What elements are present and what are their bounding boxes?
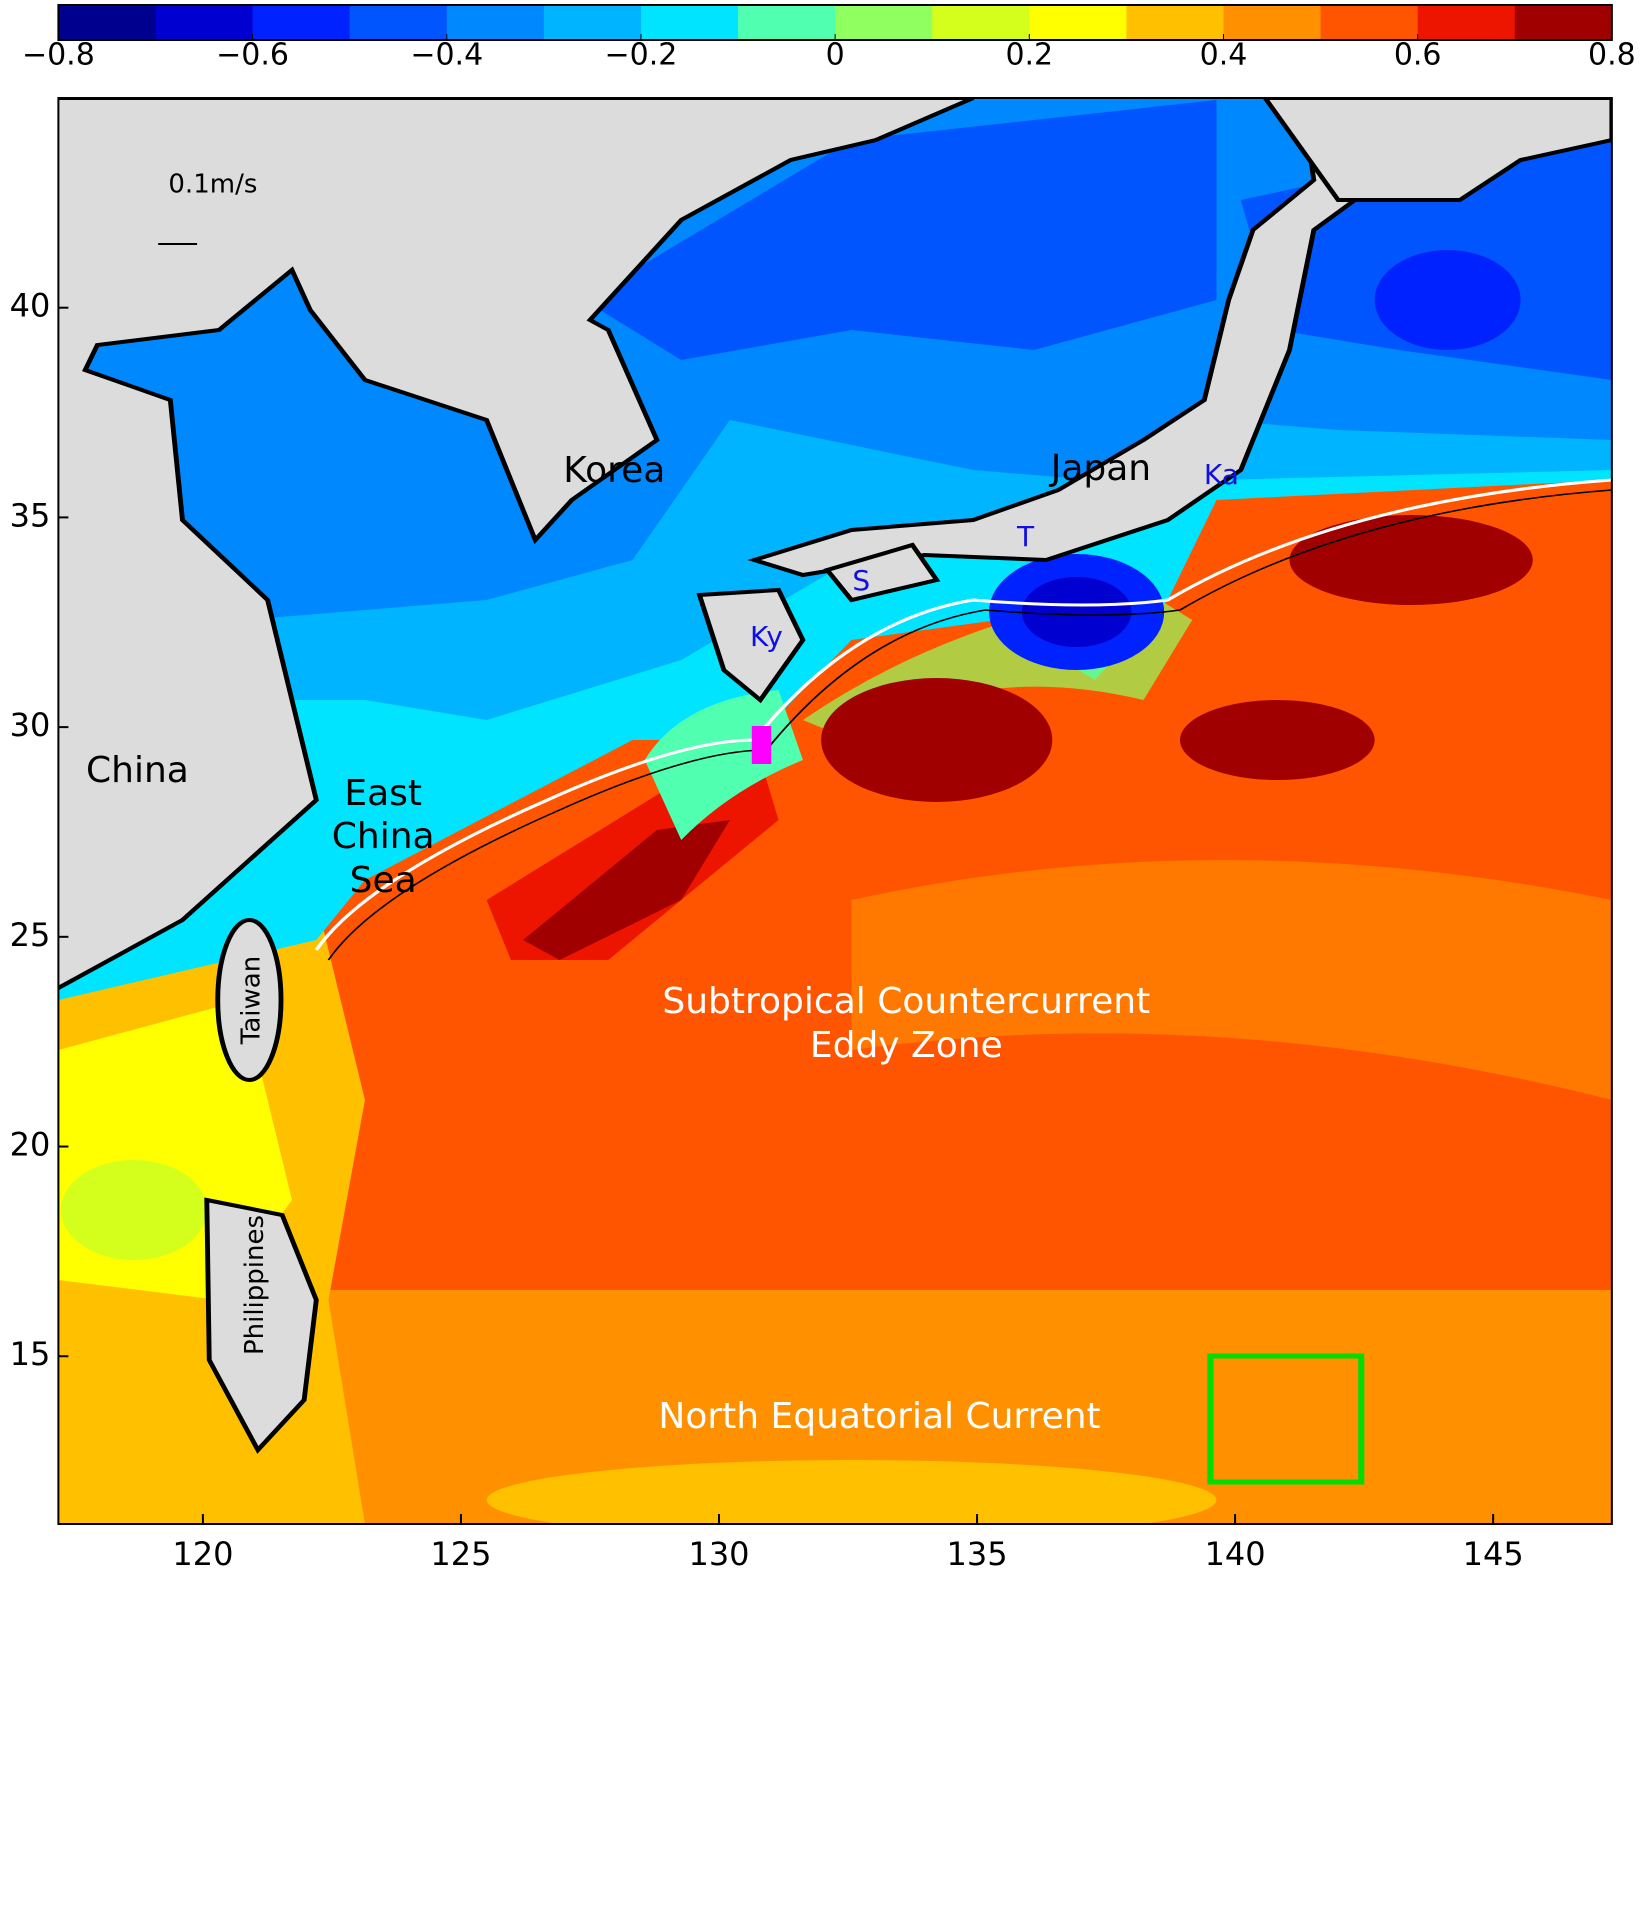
colorbar-segment [1223, 5, 1322, 40]
colorbar-segment [1417, 5, 1516, 40]
y-tick-label: 15 [10, 1335, 51, 1373]
colorbar-segment [1126, 5, 1224, 40]
x-tick-label: 145 [1463, 1535, 1524, 1573]
map-label: East [344, 773, 422, 814]
colorbar-tick-label: 0.4 [1200, 38, 1248, 73]
colorbar-segment [1029, 5, 1127, 40]
y-tick-label: 40 [10, 287, 51, 325]
colorbar-segment [640, 5, 739, 40]
y-tick-label: 20 [10, 1126, 51, 1164]
colorbar-segment [1320, 5, 1419, 40]
x-tick-label: 135 [947, 1535, 1008, 1573]
map-label: Korea [563, 450, 665, 491]
map-frame [57, 97, 1613, 1525]
colorbar-tick-label: 0 [826, 38, 845, 73]
colorbar-segment [446, 5, 545, 40]
map-label: Ka [1204, 458, 1239, 491]
map-label: China [86, 750, 189, 791]
colorbar-segment [738, 5, 836, 40]
colorbar-segment [543, 5, 642, 40]
map-label: Subtropical Countercurrent [662, 981, 1150, 1022]
map-label: Eddy Zone [810, 1025, 1003, 1066]
x-tick-label: 125 [430, 1535, 491, 1573]
map-background [58, 98, 1612, 1524]
y-tick-label: 30 [10, 706, 51, 744]
colorbar-segment [155, 5, 254, 40]
colorbar-segment [835, 5, 933, 40]
colorbar-segment [932, 5, 1030, 40]
colorbar-segment [58, 5, 156, 40]
colorbar-segment [252, 5, 351, 40]
map-label: 0.1m/s [168, 170, 257, 200]
colorbar-segment [349, 5, 448, 40]
map-label: Ky [750, 620, 783, 653]
map-label: Philippines [240, 1215, 270, 1355]
map-label: S [852, 564, 870, 597]
colorbar-segment [1514, 5, 1613, 40]
colorbar-tick-label: −0.4 [410, 38, 483, 73]
map-label: China [332, 816, 435, 857]
x-tick-label: 140 [1205, 1535, 1266, 1573]
map-label: North Equatorial Current [658, 1396, 1100, 1437]
colorbar-tick-label: −0.2 [605, 38, 678, 73]
y-tick-label: 25 [10, 916, 51, 954]
colorbar-tick-label: 0.8 [1588, 38, 1636, 73]
x-tick-label: 120 [172, 1535, 233, 1573]
map-label: Japan [1049, 448, 1151, 489]
colorbar-tick-label: 0.6 [1394, 38, 1442, 73]
colorbar-tick-label: −0.6 [216, 38, 289, 73]
y-tick-label: 35 [10, 496, 51, 534]
colorbar-tick-label: 0.2 [1005, 38, 1053, 73]
map-label: Sea [350, 860, 417, 901]
map-label: T [1016, 520, 1035, 553]
x-tick-label: 130 [688, 1535, 749, 1573]
map-label: Taiwan [236, 956, 266, 1045]
colorbar-tick-label: −0.8 [22, 38, 95, 73]
